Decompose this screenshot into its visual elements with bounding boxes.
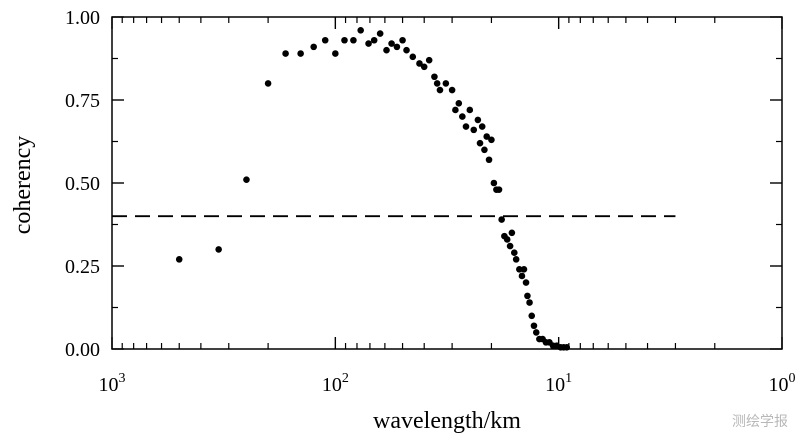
data-point: [442, 80, 450, 87]
data-point: [425, 56, 433, 64]
data-point: [332, 50, 339, 57]
data-point: [498, 216, 505, 223]
data-point: [341, 36, 348, 44]
data-point: [310, 43, 317, 51]
data-point: [563, 344, 571, 351]
data-point: [459, 113, 466, 120]
data-point: [416, 60, 423, 67]
data-point: [483, 133, 491, 140]
data-point: [297, 50, 304, 57]
data-point: [393, 43, 401, 51]
data-point: [495, 186, 503, 193]
data-point: [388, 40, 395, 47]
y-tick-label: 1.00: [65, 7, 100, 29]
y-tick-label: 0.50: [65, 173, 100, 195]
data-point: [462, 123, 470, 130]
data-point: [436, 86, 444, 94]
data-point: [476, 139, 484, 147]
data-point: [376, 30, 384, 37]
data-point: [448, 86, 456, 94]
data-point: [282, 50, 289, 57]
data-point: [357, 26, 364, 34]
data-point: [474, 116, 482, 124]
y-tick-label: 0.25: [65, 256, 100, 278]
data-point: [524, 292, 531, 300]
data-point: [264, 80, 272, 87]
x-tick-label: 103: [99, 371, 126, 396]
plot-frame: [111, 16, 783, 350]
data-point: [175, 256, 183, 263]
data-point: [478, 123, 486, 130]
data-point: [403, 46, 410, 54]
data-point: [518, 272, 526, 280]
data-point: [503, 236, 511, 243]
data-point: [528, 312, 536, 320]
plot-border: [111, 16, 783, 350]
data-points: [175, 26, 571, 351]
data-point: [488, 136, 495, 144]
data-point: [532, 329, 540, 336]
data-point: [420, 63, 428, 71]
x-tick-label: 101: [545, 371, 572, 396]
watermark: 测绘学报: [732, 414, 788, 430]
data-point: [383, 46, 390, 54]
x-tick-label: 102: [322, 371, 349, 396]
data-point: [485, 156, 493, 164]
data-point: [506, 242, 514, 250]
data-point: [512, 256, 520, 263]
data-point: [522, 279, 530, 286]
tick-labels: 103 102 101 100 0.00 0.25 0.50 0.75 1.00: [65, 7, 796, 396]
data-point: [466, 106, 474, 114]
data-point: [215, 246, 222, 253]
data-point: [481, 146, 488, 154]
x-tick-label: 100: [769, 371, 796, 396]
data-point: [370, 36, 378, 44]
x-axis-label: wavelength/km: [373, 408, 521, 434]
data-point: [399, 36, 406, 44]
data-point: [490, 179, 498, 187]
data-point: [321, 36, 329, 44]
data-point: [431, 73, 438, 81]
data-point: [530, 322, 538, 330]
data-point: [243, 176, 250, 183]
data-point: [510, 249, 518, 257]
data-point: [350, 36, 357, 44]
data-point: [409, 53, 417, 61]
data-point: [508, 229, 516, 237]
data-point: [526, 299, 533, 306]
data-point: [455, 100, 463, 107]
data-point: [365, 40, 372, 47]
y-tick-label: 0.00: [65, 339, 100, 361]
axis-ticks: [111, 16, 783, 350]
data-point: [470, 126, 478, 134]
data-point: [433, 80, 441, 87]
y-axis-label: coherency: [10, 136, 36, 235]
y-tick-label: 0.75: [65, 90, 100, 112]
data-point: [452, 106, 459, 114]
data-point: [516, 266, 523, 273]
data-point: [520, 266, 528, 273]
